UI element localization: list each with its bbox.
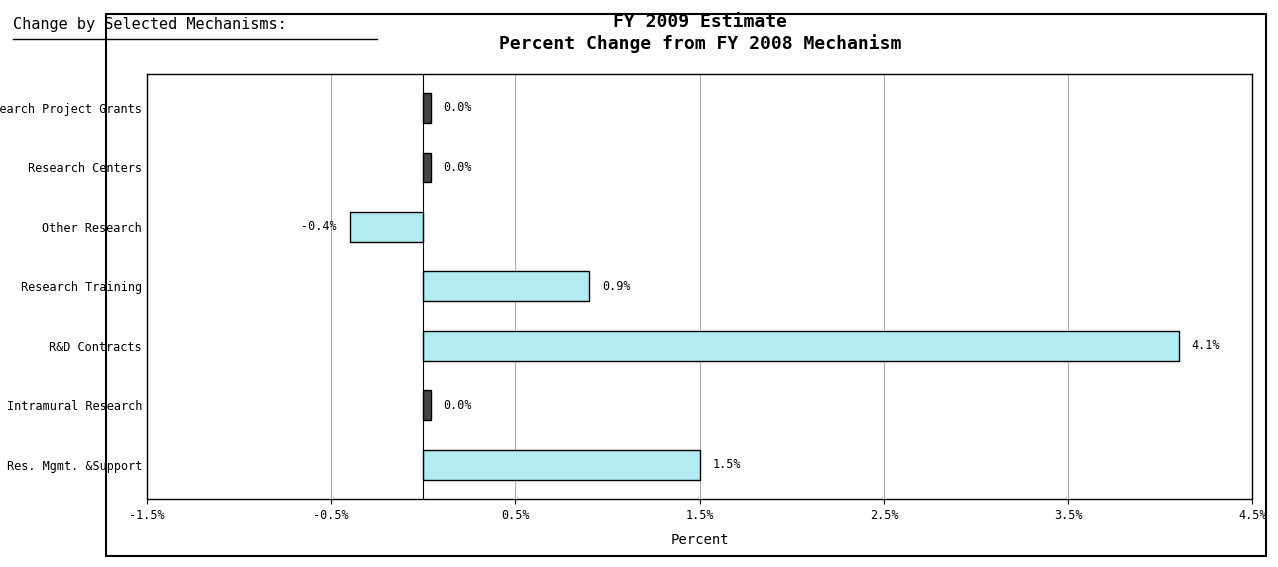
Title: FY 2009 Estimate
Percent Change from FY 2008 Mechanism: FY 2009 Estimate Percent Change from FY …: [498, 12, 901, 53]
Bar: [423, 153, 431, 182]
Bar: [423, 93, 431, 123]
Text: Change by Selected Mechanisms:: Change by Selected Mechanisms:: [13, 17, 286, 32]
Bar: [423, 391, 431, 420]
X-axis label: Percent: Percent: [671, 533, 728, 547]
Bar: [423, 331, 1178, 361]
Bar: [350, 212, 423, 242]
Text: 1.5%: 1.5%: [713, 458, 741, 471]
Text: 0.0%: 0.0%: [443, 161, 472, 174]
Text: 0.0%: 0.0%: [443, 399, 472, 412]
Bar: [423, 450, 700, 480]
Text: 0.9%: 0.9%: [602, 280, 630, 293]
Bar: [423, 272, 589, 301]
Text: -0.4%: -0.4%: [302, 221, 336, 234]
Text: 0.0%: 0.0%: [443, 101, 472, 115]
Text: 4.1%: 4.1%: [1191, 339, 1220, 352]
